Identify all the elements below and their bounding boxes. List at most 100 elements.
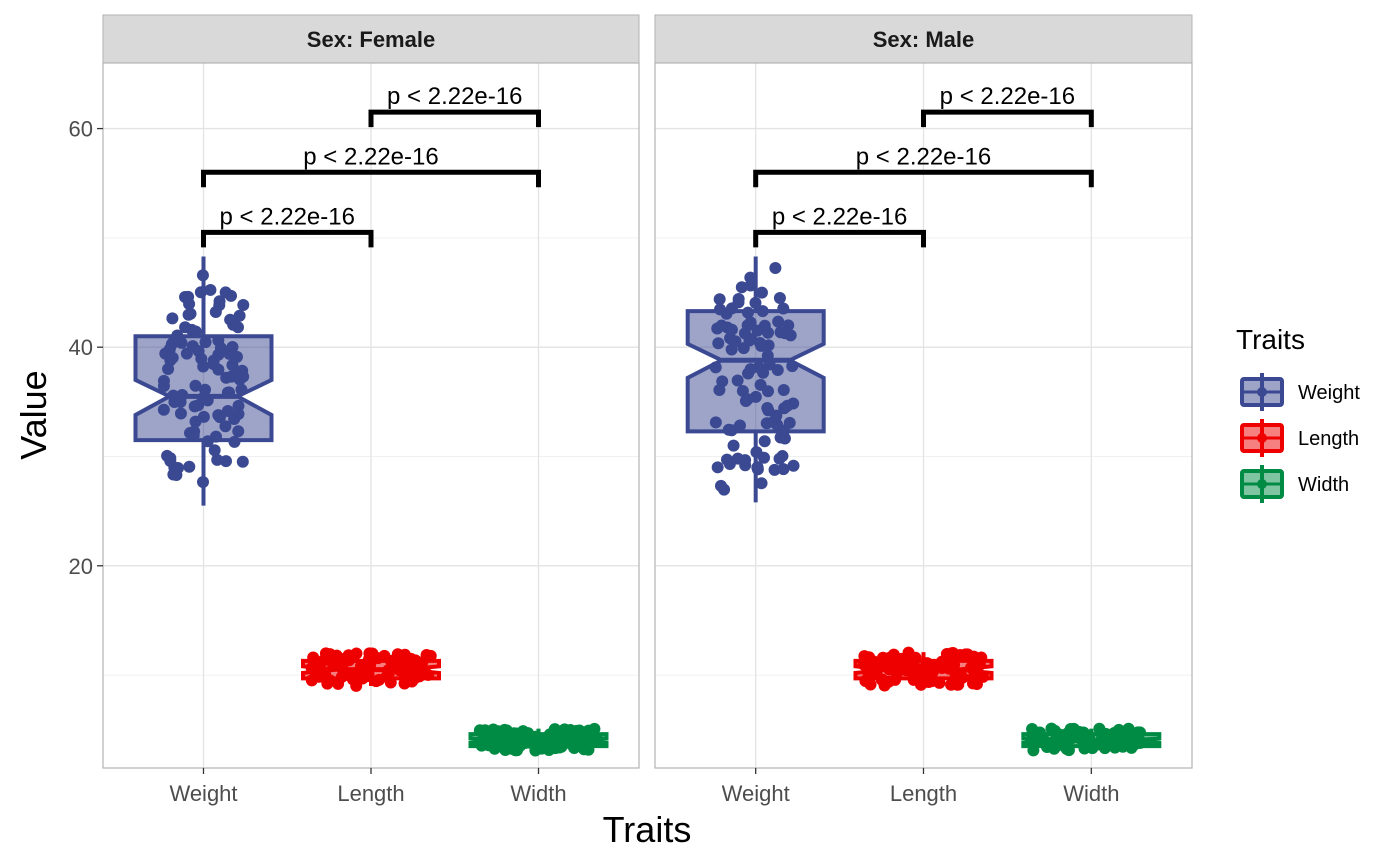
x-tick-label: Length xyxy=(890,781,957,806)
y-tick-label: 60 xyxy=(69,117,93,142)
data-point xyxy=(183,460,196,473)
bracket-line xyxy=(201,229,374,248)
y-tick-label: 40 xyxy=(69,335,93,360)
panel-1: Sex: Female p < 2.22e-16 p < 2.22e-16 p < 2… xyxy=(69,14,640,806)
data-point xyxy=(875,673,888,686)
legend-entry-length: Length xyxy=(1240,419,1359,457)
data-point xyxy=(220,371,233,384)
legend-label: Width xyxy=(1298,474,1349,496)
legend-label: Length xyxy=(1298,428,1359,450)
data-point xyxy=(1120,727,1133,740)
data-point xyxy=(510,744,523,757)
data-point xyxy=(883,651,896,664)
data-point xyxy=(891,665,904,678)
data-point xyxy=(422,668,435,681)
data-point xyxy=(1027,744,1040,757)
data-point xyxy=(391,648,404,661)
data-point xyxy=(950,669,963,682)
data-point xyxy=(199,336,212,349)
data-point xyxy=(711,461,724,474)
data-point xyxy=(189,379,202,392)
data-point xyxy=(226,359,239,372)
data-point xyxy=(378,649,391,662)
bracket-line xyxy=(368,109,541,128)
data-point xyxy=(787,459,800,472)
data-point xyxy=(933,676,946,689)
data-point xyxy=(744,316,757,329)
data-point xyxy=(424,649,437,662)
data-point xyxy=(168,461,181,474)
data-point xyxy=(197,360,210,373)
data-point xyxy=(771,364,784,377)
data-point xyxy=(774,326,787,339)
data-point xyxy=(971,669,984,682)
data-point xyxy=(237,298,250,311)
comparison-bracket: p < 2.22e-16 xyxy=(921,83,1094,128)
data-point xyxy=(555,740,568,753)
data-point xyxy=(354,665,367,678)
data-point xyxy=(1105,735,1118,748)
data-point xyxy=(761,401,774,414)
data-point xyxy=(922,675,935,688)
data-point xyxy=(1098,728,1111,741)
bracket-line xyxy=(753,169,1094,188)
data-point xyxy=(755,286,768,299)
data-point xyxy=(320,653,333,666)
data-point xyxy=(757,451,770,464)
box-length xyxy=(853,646,994,692)
data-point xyxy=(1052,738,1065,751)
data-point xyxy=(228,435,241,448)
data-point xyxy=(714,303,727,316)
data-point xyxy=(305,674,318,687)
box-width xyxy=(468,722,609,757)
data-point xyxy=(725,424,738,437)
data-point xyxy=(732,292,745,305)
data-point xyxy=(319,668,332,681)
data-point xyxy=(778,432,791,445)
data-point xyxy=(208,444,221,457)
data-point xyxy=(709,416,722,429)
data-point xyxy=(543,734,556,747)
data-point xyxy=(762,385,775,398)
data-point xyxy=(224,313,237,326)
data-point xyxy=(165,338,178,351)
data-point xyxy=(926,666,939,679)
legend-entry-weight: Weight xyxy=(1240,373,1360,411)
legend-label: Weight xyxy=(1298,382,1360,404)
x-axis-title: Traits xyxy=(603,809,692,850)
data-point xyxy=(907,659,920,672)
data-point xyxy=(716,375,729,388)
data-point xyxy=(1092,738,1105,751)
data-point xyxy=(188,425,201,438)
data-point xyxy=(235,383,248,396)
data-point xyxy=(578,743,591,756)
data-point xyxy=(1026,722,1039,735)
data-point xyxy=(182,308,195,321)
p-value-label: p < 2.22e-16 xyxy=(856,143,991,170)
data-point xyxy=(219,455,232,468)
data-point xyxy=(1048,724,1061,737)
data-point xyxy=(332,656,345,669)
data-point xyxy=(366,647,379,660)
x-tick-label: Width xyxy=(510,781,566,806)
data-point xyxy=(380,670,393,683)
data-point xyxy=(756,305,769,318)
data-point xyxy=(219,286,232,299)
bracket-line xyxy=(753,229,926,248)
box-length xyxy=(301,647,441,692)
data-point xyxy=(709,361,722,374)
legend-key-point xyxy=(1257,479,1267,489)
data-point xyxy=(772,315,785,328)
data-point xyxy=(209,430,222,443)
data-point xyxy=(213,411,226,424)
data-point xyxy=(196,269,209,282)
legend: Traits Weight Length Width xyxy=(1236,324,1360,503)
box-width xyxy=(1021,722,1162,757)
data-point xyxy=(214,342,227,355)
data-point xyxy=(713,293,726,306)
data-point xyxy=(786,360,799,373)
data-point xyxy=(751,461,764,474)
data-point xyxy=(749,296,762,309)
x-tick-label: Width xyxy=(1063,781,1119,806)
